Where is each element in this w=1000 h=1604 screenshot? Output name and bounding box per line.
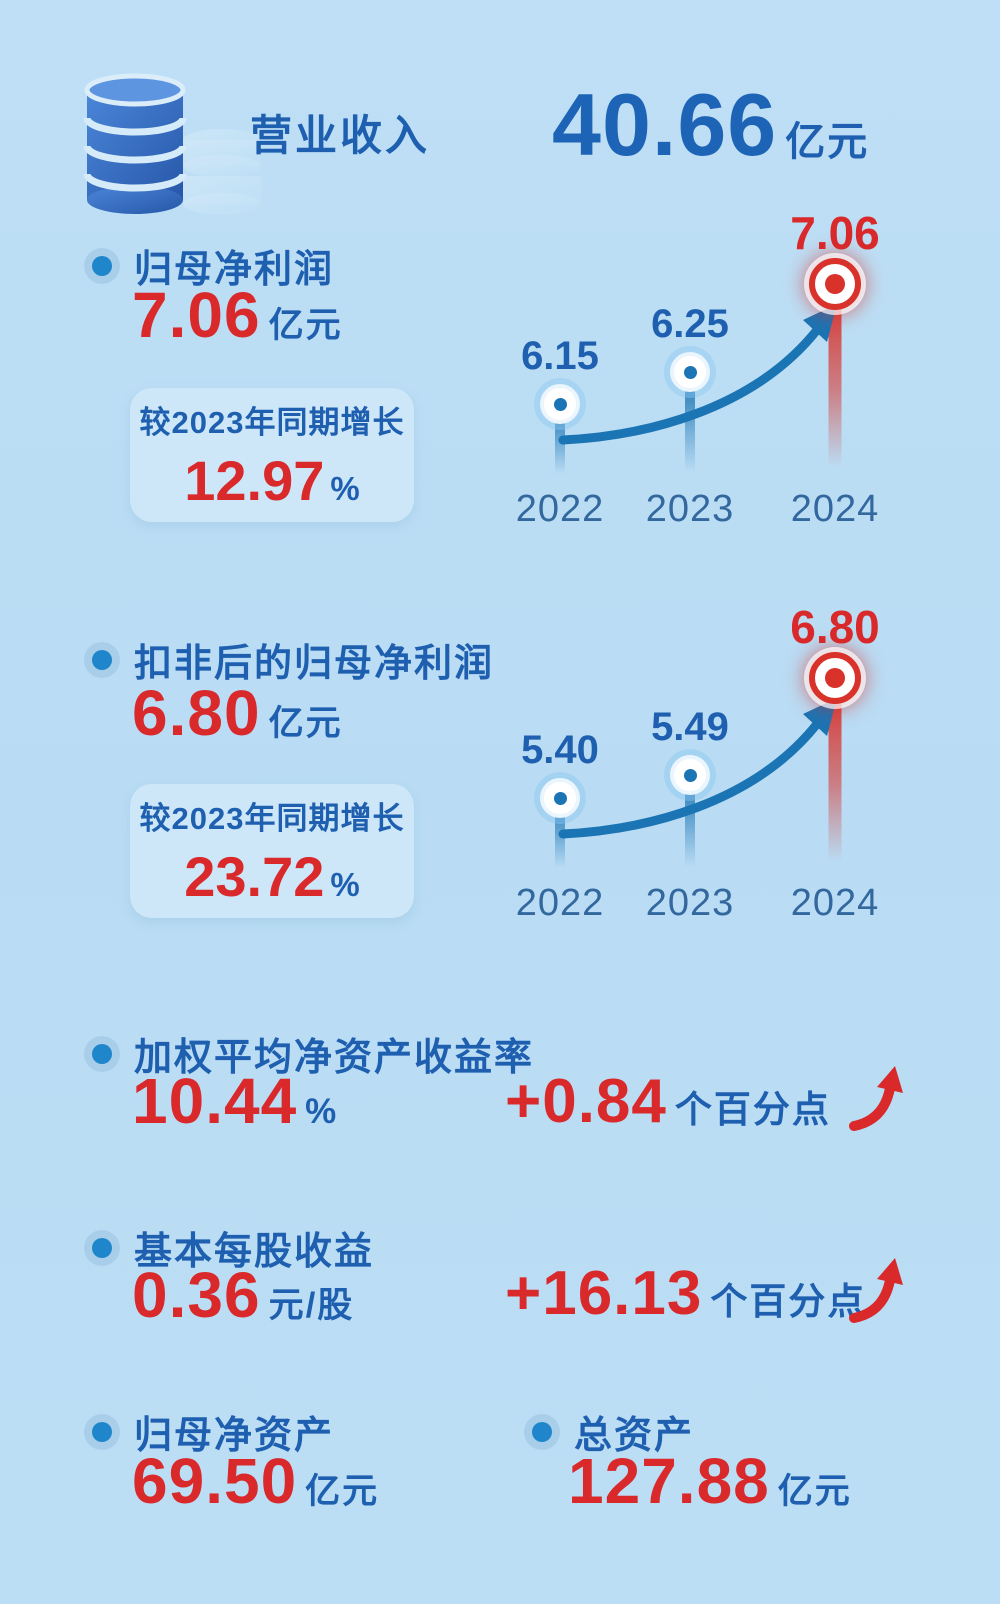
- roe-header: 加权平均净资产收益率: [92, 1026, 534, 1081]
- net-assets-value: 69.50 亿元: [132, 1444, 379, 1518]
- curved-up-arrow-icon: [848, 1062, 908, 1138]
- eps-header: 基本每股收益: [92, 1220, 374, 1275]
- net-profit-growth-box: 较2023年同期增长 12.97 %: [130, 388, 414, 522]
- total-assets-number: 127.88: [568, 1445, 770, 1517]
- roe-delta-unit: 个百分点: [674, 1089, 831, 1130]
- dot-bullet-icon: [92, 1043, 112, 1064]
- point-value-label: 6.80: [790, 601, 880, 653]
- point-stem: [685, 775, 695, 872]
- point-value-label: 7.06: [790, 207, 880, 259]
- eps-unit: 元/股: [268, 1286, 355, 1325]
- growth-label: 较2023年同期增长: [139, 405, 405, 440]
- eps-label: 基本每股收益: [134, 1231, 375, 1273]
- roe-delta-number: +0.84: [505, 1067, 667, 1136]
- net-profit-value: 7.06 亿元: [132, 278, 343, 352]
- year-label: 2022: [515, 488, 605, 530]
- coin-stack-database-icon: [75, 68, 270, 228]
- point-marker-icon: [809, 258, 861, 310]
- year-label: 2024: [790, 488, 880, 530]
- eps-delta: +16.13 个百分点: [505, 1258, 866, 1329]
- net-assets-unit: 亿元: [305, 1472, 380, 1511]
- non-gaap-header: 扣非后的归母净利润: [92, 632, 494, 687]
- point-marker-icon: [540, 384, 580, 424]
- total-assets-label: 总资产: [574, 1415, 695, 1457]
- roe-delta: +0.84 个百分点: [505, 1066, 831, 1137]
- year-label: 2023: [645, 488, 735, 530]
- non-gaap-number: 6.80: [132, 677, 261, 749]
- chart-point-2023: 6.25 2023: [628, 222, 752, 534]
- point-marker-icon: [809, 652, 861, 704]
- roe-number: 10.44: [132, 1065, 298, 1137]
- growth-label: 较2023年同期增长: [139, 801, 405, 836]
- eps-number: 0.36: [132, 1259, 261, 1331]
- non-gaap-unit: 亿元: [268, 704, 343, 743]
- point-marker-icon: [540, 778, 580, 818]
- net-assets-label: 归母净资产: [134, 1415, 335, 1457]
- growth-number: 12.97: [184, 449, 325, 512]
- point-marker-icon: [670, 352, 710, 392]
- net-profit-header: 归母净利润: [92, 238, 334, 293]
- dot-bullet-icon: [92, 649, 112, 670]
- point-value-label: 5.40: [521, 728, 599, 772]
- point-value-label: 6.25: [651, 302, 729, 346]
- growth-unit: %: [330, 866, 360, 903]
- rising-curve-arrow-icon: [558, 304, 837, 445]
- revenue-number: 40.66: [552, 75, 778, 174]
- roe-unit: %: [305, 1092, 339, 1131]
- dot-bullet-icon: [92, 1237, 112, 1258]
- roe-value: 10.44 %: [132, 1064, 338, 1138]
- net-assets-header: 归母净资产: [92, 1404, 334, 1459]
- chart-point-2024: 6.80 2024: [773, 601, 897, 928]
- chart-point-2023: 5.49 2023: [628, 616, 752, 928]
- net-profit-unit: 亿元: [268, 306, 343, 345]
- year-label: 2023: [645, 882, 735, 924]
- revenue-value: 40.66 亿元: [552, 74, 869, 176]
- non-gaap-chart: 5.40 2022 5.49 2023 6.80 2024: [505, 601, 905, 928]
- growth-number: 23.72: [184, 845, 325, 908]
- net-profit-number: 7.06: [132, 279, 261, 351]
- net-profit-chart: 6.15 2022 6.25 2023 7.06 2024: [505, 207, 905, 534]
- year-label: 2024: [790, 882, 880, 924]
- non-gaap-value: 6.80 亿元: [132, 676, 343, 750]
- point-stem: [828, 678, 842, 872]
- non-gaap-growth-box: 较2023年同期增长 23.72 %: [130, 784, 414, 918]
- dot-bullet-icon: [92, 255, 112, 276]
- point-value-label: 5.49: [651, 705, 729, 749]
- net-profit-label: 归母净利润: [134, 249, 335, 291]
- eps-delta-unit: 个百分点: [710, 1281, 867, 1322]
- point-stem: [828, 284, 842, 478]
- total-assets-value: 127.88 亿元: [568, 1444, 852, 1518]
- year-label: 2022: [515, 882, 605, 924]
- dot-bullet-icon: [92, 1421, 112, 1442]
- total-assets-header: 总资产: [532, 1404, 694, 1459]
- net-assets-number: 69.50: [132, 1445, 298, 1517]
- chart-point-2024: 7.06 2024: [773, 207, 897, 534]
- rising-curve-arrow-icon: [558, 698, 837, 839]
- revenue-label: 营业收入: [250, 112, 431, 159]
- curved-up-arrow-icon: [848, 1254, 908, 1330]
- revenue-unit: 亿元: [785, 120, 870, 164]
- eps-value: 0.36 元/股: [132, 1258, 354, 1332]
- point-marker-icon: [670, 755, 710, 795]
- total-assets-unit: 亿元: [777, 1472, 852, 1511]
- roe-label: 加权平均净资产收益率: [134, 1037, 535, 1079]
- point-stem: [685, 372, 695, 478]
- point-value-label: 6.15: [521, 334, 599, 378]
- eps-delta-number: +16.13: [505, 1259, 703, 1328]
- growth-unit: %: [330, 470, 360, 507]
- non-gaap-label: 扣非后的归母净利润: [134, 643, 495, 685]
- dot-bullet-icon: [532, 1421, 552, 1442]
